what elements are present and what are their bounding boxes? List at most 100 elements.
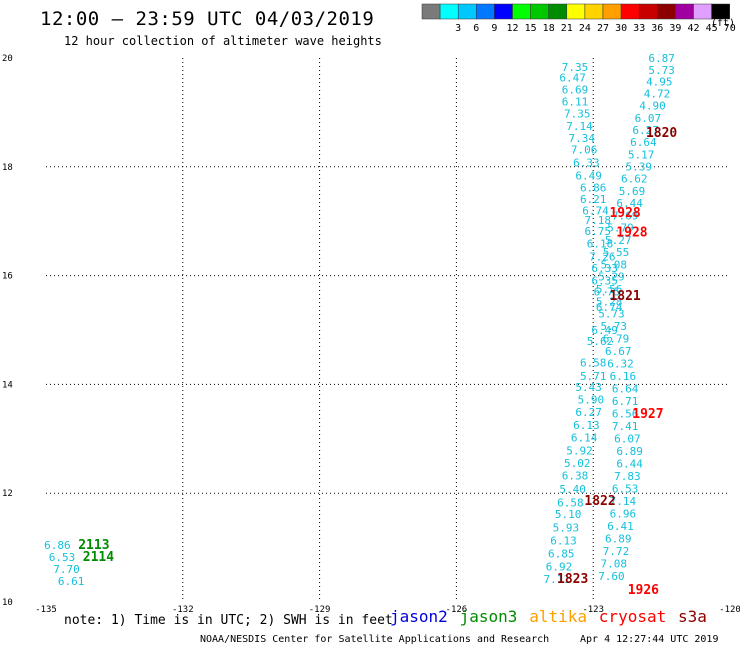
wave-height-point: 5.69: [619, 185, 646, 198]
wave-height-point: 5.73: [648, 64, 675, 77]
wave-height-point: 6.58: [580, 356, 607, 369]
wave-height-point: 6.64: [630, 136, 657, 149]
wave-height-point: 6.58: [557, 496, 584, 509]
wave-height-point: 6.75: [594, 286, 621, 299]
legend-tick-label: 21: [561, 23, 573, 34]
time-label: 1822: [584, 494, 615, 509]
wave-height-point: 4.95: [646, 76, 673, 89]
wave-height-point: 6.56: [612, 408, 639, 421]
footer-credit: NOAA/NESDIS Center for Satellite Applica…: [200, 634, 550, 645]
x-tick-label: -120: [719, 605, 740, 615]
wave-height-point: 6.33: [591, 262, 618, 275]
wave-height-plot: -135 -132 -129 -126 -123 -1201012141618207.35…: [2, 52, 740, 615]
wave-height-point: 6.41: [607, 520, 634, 533]
wave-height-point: 4.72: [644, 88, 671, 101]
wave-height-point: 7.41: [612, 420, 639, 433]
legend-tick-label: 9: [491, 23, 497, 34]
wave-height-point: 6.62: [621, 173, 648, 186]
wave-height-point: 7.83: [614, 470, 641, 483]
wave-height-point: 6.27: [632, 124, 659, 137]
wave-height-point: 6.79: [603, 333, 630, 346]
footer-note: note: 1) Time is in UTC; 2) SWH is in fe…: [64, 613, 393, 628]
wave-height-point: 5.29: [598, 270, 625, 283]
wave-height-point: 6.61: [58, 575, 85, 588]
wave-height-point: 6.11: [562, 95, 589, 108]
page-title: 12:00 – 23:59 UTC 04/03/2019: [40, 8, 375, 30]
wave-height-point: 6.87: [648, 52, 675, 65]
legend-tick-label: 70: [724, 23, 736, 34]
wave-height-point: 6.67: [605, 345, 632, 358]
wave-height-point: 5.93: [553, 521, 580, 534]
wave-height-point: 6.13: [573, 419, 600, 432]
color-legend: 3 6 9 12 15 18 21 24 27 30 33 36 39 42 45 70: [421, 3, 736, 34]
wave-height-point: 6.35: [591, 274, 618, 287]
wave-height-point: 6.49: [591, 324, 618, 337]
y-tick-label: 12: [2, 489, 13, 499]
wave-height-point: 5.08: [600, 259, 627, 272]
legend-tick-label: 6: [473, 23, 479, 34]
wave-height-point: 6.07: [614, 433, 641, 446]
wave-height-point: 5.90: [578, 393, 605, 406]
wave-height-point: 5.73: [598, 307, 625, 320]
wave-height-point: 7.14: [566, 120, 593, 133]
satellite-label: altika: [529, 607, 587, 626]
x-tick-label: -126: [446, 605, 468, 615]
wave-height-point: 7.34: [569, 132, 596, 145]
wave-height-point: 6.47: [559, 71, 586, 84]
wave-height-point: 5.79: [607, 222, 634, 235]
legend-tick-label: 18: [543, 23, 555, 34]
legend-tick-label: 30: [615, 23, 627, 34]
legend-tick-label: 39: [669, 23, 681, 34]
wave-height-point: 5.56: [596, 283, 623, 296]
wave-height-point: 5.73: [600, 320, 627, 333]
wave-height-point: 5.39: [626, 161, 653, 174]
time-label: 1927: [632, 407, 663, 422]
satellite-label: jason3: [459, 607, 518, 626]
legend-tick-label: 42: [687, 23, 699, 34]
y-tick-label: 18: [2, 163, 13, 173]
wave-height-point: 6.21: [580, 193, 607, 206]
legend-tick-label: 45: [706, 23, 718, 34]
wave-height-point: 7.35: [564, 107, 591, 120]
legend-swatch: [711, 3, 730, 20]
wave-height-point: 7.06: [571, 144, 598, 157]
legend-tick-label: 33: [633, 23, 645, 34]
wave-height-point: 6.92: [546, 560, 573, 573]
legend-tick-label: 12: [506, 23, 518, 34]
wave-height-point: 6.18: [587, 237, 614, 250]
wave-height-point: 7.14: [610, 495, 637, 508]
wave-height-point: 7.70: [53, 563, 80, 576]
wave-height-point: 6.86: [580, 181, 607, 194]
wave-height-point: 6.27: [575, 406, 602, 419]
wave-height-point: 6.44: [616, 197, 643, 210]
satellite-label: cryosat: [598, 607, 667, 626]
wave-height-point: 5.10: [555, 508, 582, 521]
wave-height-point: 7.35: [562, 61, 589, 74]
time-label: 1820: [646, 126, 677, 141]
x-tick-label: -132: [172, 605, 194, 615]
y-tick-label: 14: [2, 380, 13, 390]
wave-height-point: 6.16: [610, 370, 637, 383]
wave-height-point: 5.40: [559, 483, 586, 496]
wave-height-point: 5.92: [566, 445, 593, 458]
wave-height-point: 6.74: [582, 205, 609, 218]
wave-height-point: 6.86: [44, 539, 71, 552]
y-tick-label: 20: [2, 54, 13, 64]
time-label: 1928: [609, 206, 640, 221]
x-tick-label: -135: [35, 605, 57, 615]
wave-height-point: 6.89: [616, 445, 643, 458]
wave-height-point: 6.49: [575, 169, 602, 182]
wave-height-point: 5.27: [605, 234, 632, 247]
wave-height-point: 6.53: [49, 551, 76, 564]
page-subtitle: 12 hour collection of altimeter wave hei…: [64, 34, 382, 48]
legend-tick-label: 24: [579, 23, 591, 34]
y-tick-label: 16: [2, 272, 13, 282]
wave-height-point: 6.32: [607, 358, 634, 371]
wave-height-point: 6.85: [548, 547, 575, 560]
wave-height-point: 6.74: [596, 301, 623, 314]
wave-height-point: 6.13: [550, 534, 577, 547]
wave-height-point: 7.18: [585, 214, 612, 227]
wave-height-point: 4.90: [639, 100, 666, 113]
wave-height-point: 6.14: [571, 432, 598, 445]
